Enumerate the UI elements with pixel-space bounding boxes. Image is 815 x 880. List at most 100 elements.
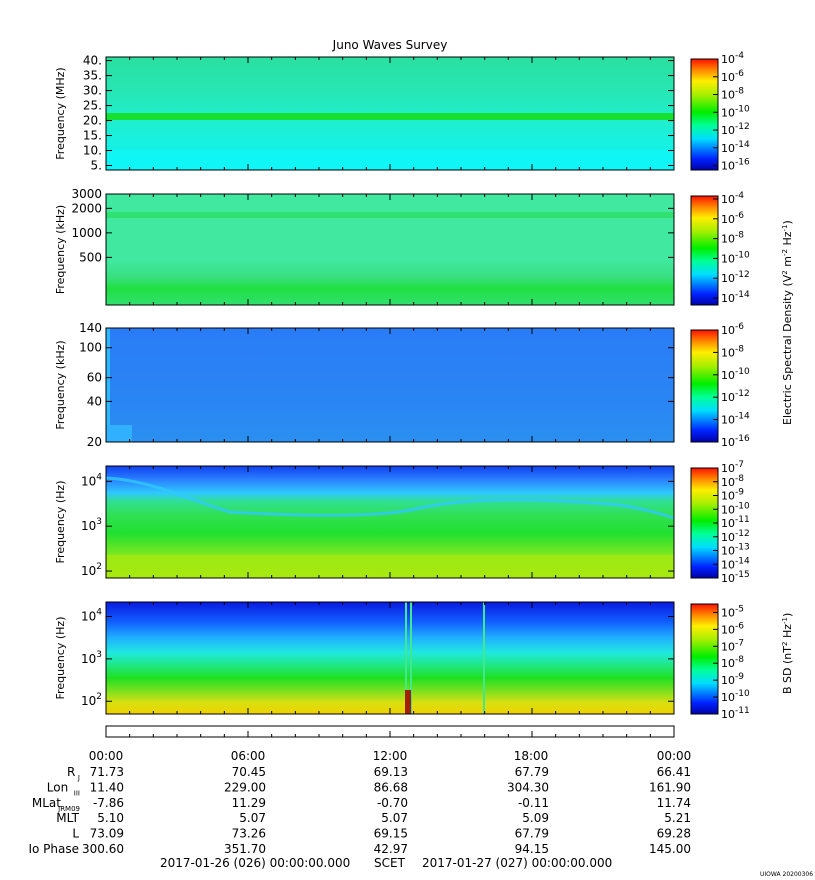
- ephemeris-label: MLat: [32, 796, 61, 810]
- colorbar-label: 10-12: [721, 122, 750, 137]
- time-axis: 00:00 06:00 12:00 18:00 00:00: [89, 725, 692, 763]
- y-tick-label: 15.: [83, 129, 102, 143]
- colorbar-label: 10-6: [721, 621, 744, 636]
- ephemeris-value: 145.00: [649, 842, 691, 856]
- y-axis-label: Frequency (Hz): [54, 617, 67, 700]
- panel-1: 40.35.30.25.20.15.10.5. Frequency (MHz): [54, 54, 675, 173]
- colorbar-label: 10-7: [721, 638, 744, 653]
- colorbar-4: 10-710-810-910-1010-1110-1210-1310-1410-…: [690, 460, 750, 585]
- y-tick-label: 103: [81, 517, 102, 533]
- y-tick-label: 104: [81, 608, 102, 624]
- y-axis-label: Frequency (MHz): [54, 67, 67, 159]
- footer-end: 2017-01-27 (027) 00:00:00.000: [422, 856, 612, 870]
- emission-band-1700khz: [106, 212, 674, 218]
- ephemeris-value: 5.07: [239, 811, 266, 825]
- colorbar-label: 10-12: [721, 529, 750, 544]
- y-tick-label: 30.: [83, 84, 102, 98]
- ephemeris-value: 66.41: [657, 765, 691, 779]
- spectrogram-2: [106, 194, 674, 305]
- y-tick-label: 35.: [83, 69, 102, 83]
- ephemeris-sublabel: J: [77, 774, 80, 782]
- panel-5: 104 103 102 Frequency (Hz): [54, 601, 675, 715]
- colorbar-label: 10-4: [721, 191, 744, 206]
- electric-colorbar-title: Electric Spectral Density (V2 m-2 Hz-1): [781, 220, 794, 425]
- colorbar-label: 10-6: [721, 211, 744, 226]
- ephemeris-value: 11.74: [657, 796, 691, 810]
- colorbar-label: 10-8: [721, 655, 744, 670]
- colorbar-label: 10-8: [721, 344, 744, 359]
- y-tick-label: 3000: [71, 187, 102, 201]
- y-tick-label: 102: [81, 562, 102, 578]
- y-tick-label: 40: [87, 394, 102, 408]
- colorbar-label: 10-16: [721, 434, 750, 449]
- ephemeris-row: R J 71.73 70.45 69.13 67.79 66.41: [67, 765, 691, 782]
- colorbar-label: 10-10: [721, 104, 750, 119]
- y-tick-label: 5.: [91, 159, 102, 173]
- colorbar-3: 10-6 10-8 10-10 10-12 10-14 10-16: [690, 322, 750, 449]
- y-tick-label: 1000: [71, 226, 102, 240]
- colorbar-label: 10-7: [721, 460, 744, 475]
- colorbar-gradient: [690, 58, 719, 171]
- colorbar-label: 10-6: [721, 322, 744, 337]
- colorbar-label: 10-14: [721, 140, 750, 155]
- colorbar-label: 10-16: [721, 158, 750, 173]
- colorbar-label: 10-12: [721, 270, 750, 285]
- ephemeris-value: 229.00: [224, 780, 266, 794]
- colorbar-label: 10-8: [721, 87, 744, 102]
- colorbar-label: 10-13: [721, 543, 750, 558]
- ephemeris-value: 69.15: [374, 827, 408, 841]
- ephemeris-value: 67.79: [515, 827, 549, 841]
- colorbar-gradient: [690, 195, 719, 306]
- time-label: 00:00: [657, 749, 692, 763]
- colorbar-label: 10-14: [721, 556, 750, 571]
- ephemeris-value: 161.90: [649, 780, 691, 794]
- time-label: 18:00: [514, 749, 549, 763]
- time-label: 00:00: [89, 749, 124, 763]
- y-tick-label: 20: [87, 435, 102, 449]
- spectrogram-5: [106, 602, 674, 714]
- colorbar-label: 10-15: [721, 570, 750, 585]
- ephemeris-label: R: [67, 765, 75, 779]
- colorbar-label: 10-9: [721, 672, 744, 687]
- ephemeris-value: 351.70: [224, 842, 266, 856]
- ephemeris-row: L 73.09 73.26 69.15 67.79 69.28: [72, 827, 691, 841]
- ephemeris-value: 67.79: [515, 765, 549, 779]
- ephemeris-value: 5.07: [381, 811, 408, 825]
- ephemeris-row: MLT 5.10 5.07 5.07 5.09 5.21: [56, 811, 691, 825]
- ephemeris-value: 70.45: [232, 765, 266, 779]
- colorbar-label: 10-5: [721, 604, 744, 619]
- y-tick-label: 140: [79, 321, 102, 335]
- ephemeris-value: 73.09: [90, 827, 124, 841]
- ephemeris-value: 69.13: [374, 765, 408, 779]
- ephemeris-value: 11.40: [90, 780, 124, 794]
- y-tick-label: 10.: [83, 144, 102, 158]
- colorbar-label: 10-8: [721, 474, 744, 489]
- ephemeris-value: 11.29: [232, 796, 266, 810]
- burst-line-1: [405, 602, 407, 714]
- colorbar-label: 10-11: [721, 515, 750, 530]
- y-tick-label: 25.: [83, 99, 102, 113]
- ephemeris-value: 94.15: [515, 842, 549, 856]
- y-axis-label: Frequency (Hz): [54, 481, 67, 564]
- low-freq-corner: [106, 425, 132, 442]
- ephemeris-sublabel: JRM09: [57, 805, 80, 813]
- colorbar-label: 10-10: [721, 250, 750, 265]
- colorbar-label: 10-10: [721, 367, 750, 382]
- panel-3: 140 100 60 40 20 Frequency (kHz): [54, 321, 675, 449]
- ephemeris-label: Lon: [47, 780, 68, 794]
- ephemeris-sublabel: III: [74, 789, 80, 797]
- y-tick-label: 60: [87, 371, 102, 385]
- ephemeris-row: Io Phase 300.60 351.70 42.97 94.15 145.00: [28, 842, 691, 856]
- cutoff-contour: [105, 476, 675, 520]
- y-tick-label: 100: [79, 341, 102, 355]
- emission-band-20mhz: [106, 113, 674, 120]
- ephemeris-value: 73.26: [232, 827, 266, 841]
- colorbar-label: 10-10: [721, 501, 750, 516]
- time-label: 06:00: [231, 749, 266, 763]
- colorbar-label: 10-6: [721, 69, 744, 84]
- y-tick-label: 104: [81, 472, 102, 488]
- y-tick-label: 103: [81, 650, 102, 666]
- colorbar-label: 10-11: [721, 706, 750, 721]
